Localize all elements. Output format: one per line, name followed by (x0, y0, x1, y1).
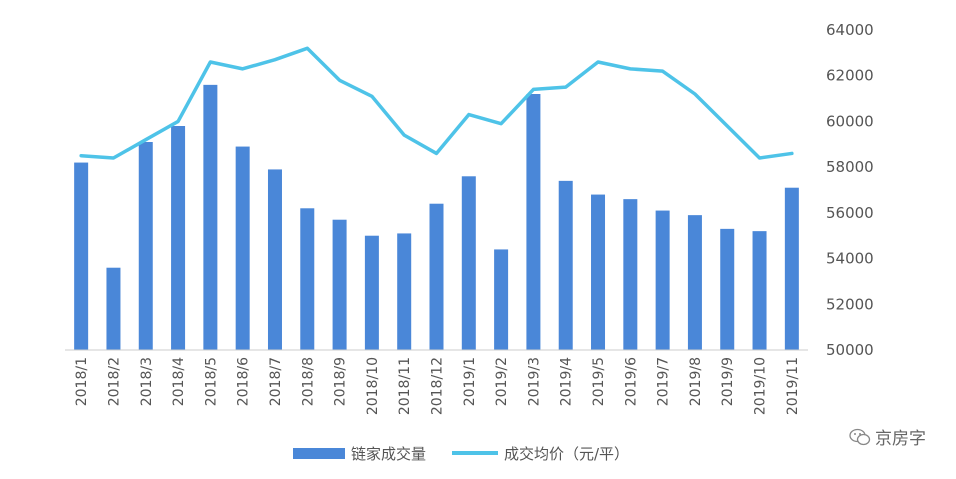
line-point-2018/6 (242, 68, 244, 70)
line-point-2018/2 (112, 157, 114, 159)
watermark-text: 京房字 (875, 429, 926, 449)
bar-2019/10 (752, 231, 767, 350)
legend: 链家成交量 成交均价（元/平） (293, 445, 629, 463)
x-tick-label: 2018/6 (236, 357, 252, 406)
legend-line-label: 成交均价（元/平） (504, 445, 629, 463)
bar-2019/7 (655, 210, 670, 350)
line-point-2019/3 (532, 88, 534, 90)
line-point-2018/3 (145, 139, 147, 141)
bar-2018/2 (106, 267, 121, 350)
x-tick-label: 2018/1 (74, 357, 90, 406)
bar-2019/2 (494, 249, 509, 350)
y-tick-label: 56000 (826, 204, 874, 222)
line-point-2019/11 (791, 152, 793, 154)
x-tick-label: 2018/12 (430, 357, 446, 415)
x-tick-label: 2018/3 (139, 357, 155, 406)
bar-2019/4 (558, 180, 573, 350)
line-point-2019/10 (759, 157, 761, 159)
bar-2019/6 (623, 199, 638, 350)
line-point-2019/4 (565, 86, 567, 88)
x-tick-label: 2018/10 (365, 357, 381, 415)
line-series (79, 46, 794, 160)
x-tick-label: 2019/4 (559, 357, 575, 406)
bar-2018/9 (332, 219, 347, 350)
bar-2019/9 (720, 228, 735, 350)
x-tick-label: 2019/9 (720, 357, 736, 406)
x-tick-label: 2019/11 (785, 357, 801, 415)
x-tick-label: 2019/6 (623, 357, 639, 406)
legend-bar-label: 链家成交量 (351, 445, 426, 463)
line-point-2018/9 (339, 79, 341, 81)
watermark: 京房字 (849, 424, 926, 449)
line-point-2018/12 (436, 152, 437, 154)
x-tick-label: 2018/2 (106, 357, 122, 406)
bar-series (74, 84, 799, 351)
line-point-2018/11 (403, 134, 405, 136)
bar-2019/3 (526, 94, 541, 350)
line-point-2019/5 (597, 61, 599, 63)
line-point-2018/10 (371, 95, 373, 97)
bar-2018/7 (267, 169, 282, 350)
bar-2019/11 (784, 187, 799, 350)
bar-2018/1 (74, 162, 89, 350)
bar-2019/1 (461, 176, 476, 350)
x-tick-label: 2019/2 (494, 357, 510, 406)
line-point-2018/1 (80, 155, 82, 157)
bar-2018/3 (138, 142, 153, 350)
x-tick-label: 2018/5 (203, 357, 219, 406)
bar-2018/6 (235, 146, 250, 350)
x-tick-label: 2019/3 (526, 357, 542, 406)
bar-2018/4 (171, 126, 186, 350)
x-tick-label: 2018/7 (268, 357, 284, 406)
y-tick-label: 54000 (826, 250, 874, 268)
x-tick-label: 2019/1 (462, 357, 478, 406)
y-tick-label: 62000 (826, 67, 874, 85)
bar-2019/5 (591, 194, 606, 350)
y-tick-label: 60000 (826, 112, 874, 130)
bar-2018/5 (203, 84, 218, 351)
x-tick-label: 2018/4 (171, 357, 187, 406)
line-point-2018/4 (177, 120, 179, 122)
line-point-2019/2 (500, 123, 502, 125)
x-tick-label: 2018/9 (333, 357, 349, 406)
line-point-2019/6 (629, 68, 631, 70)
line-point-2019/1 (468, 114, 470, 116)
line-point-2018/7 (274, 59, 276, 61)
x-axis-ticks: 2018/1 2018/2 2018/3 2018/4 2018/5 2018/6 2018… (74, 357, 801, 415)
y-tick-label: 58000 (826, 158, 874, 176)
line-point-2018/8 (306, 47, 308, 49)
x-tick-label: 2018/11 (397, 357, 413, 415)
bar-2019/8 (687, 215, 702, 350)
line-point-2018/5 (209, 61, 211, 63)
x-tick-label: 2019/10 (753, 357, 769, 415)
x-tick-label: 2018/8 (300, 357, 316, 406)
bar-2018/8 (300, 208, 315, 350)
y-tick-label: 64000 (826, 21, 874, 39)
line-point-2019/7 (662, 70, 664, 72)
x-tick-label: 2019/7 (656, 357, 672, 406)
avg-price-line (79, 46, 794, 160)
line-point-2019/8 (694, 93, 696, 95)
wechat-icon (849, 428, 871, 445)
bar-2018/12 (429, 203, 444, 350)
y-axis-ticks: 50000 52000 54000 56000 58000 60000 62000 64000 (826, 21, 874, 359)
y-tick-label: 50000 (826, 341, 874, 359)
y-tick-label: 52000 (826, 295, 874, 313)
legend-bar-swatch (293, 448, 345, 459)
line-point-2019/9 (726, 125, 728, 127)
bar-2018/11 (397, 233, 412, 350)
x-tick-label: 2019/5 (591, 357, 607, 406)
bar-2018/10 (364, 235, 379, 350)
x-tick-label: 2019/8 (688, 357, 704, 406)
